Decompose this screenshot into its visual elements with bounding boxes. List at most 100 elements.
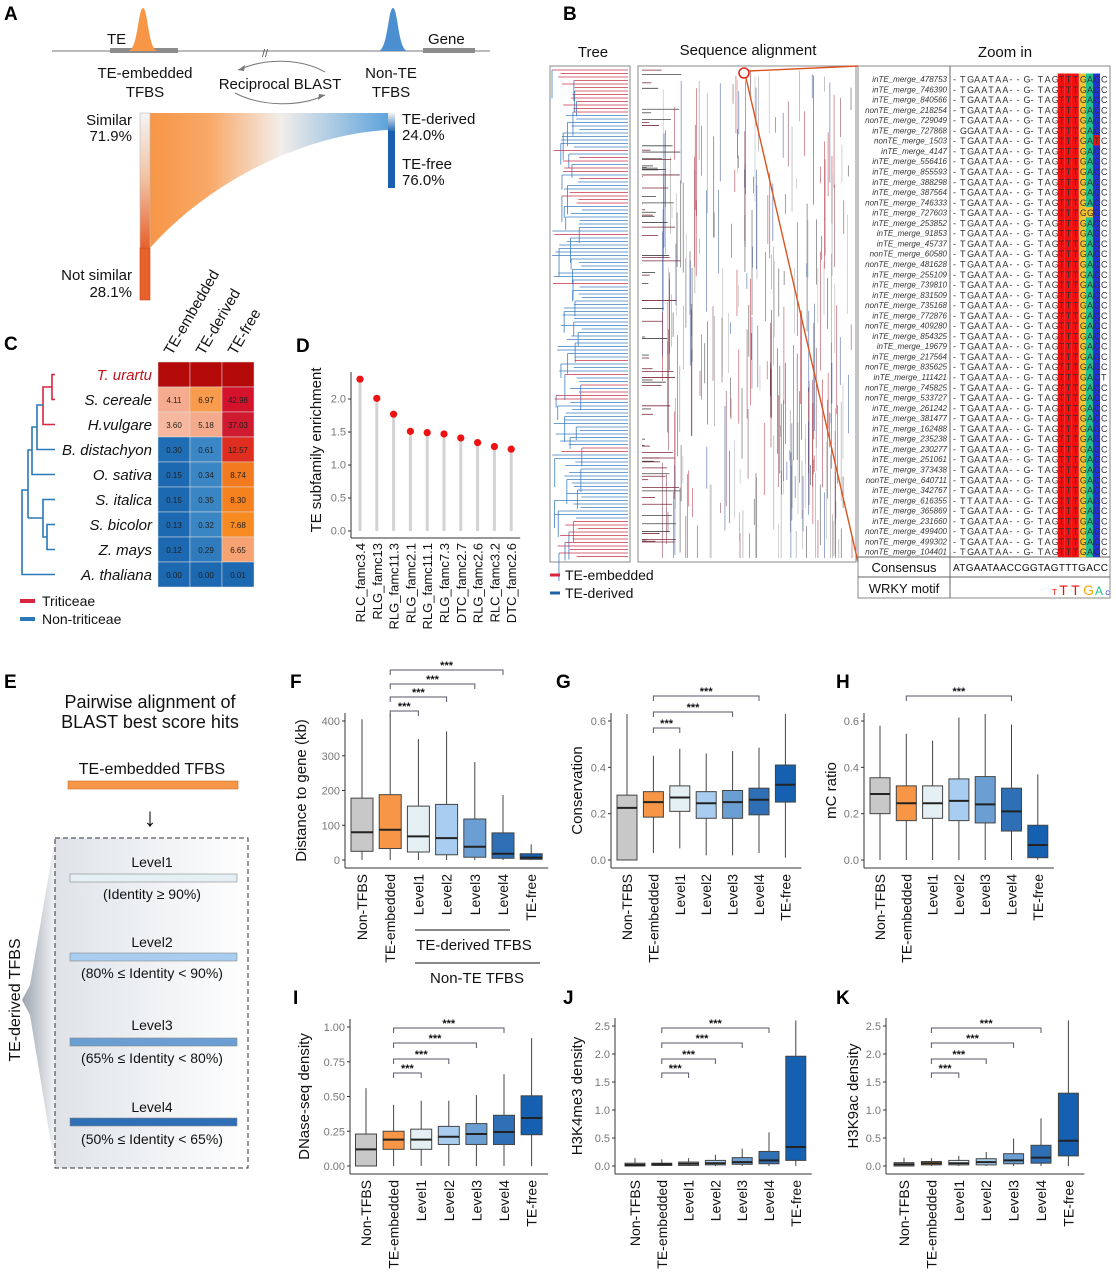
- base: C: [1094, 455, 1101, 465]
- base: C: [1094, 290, 1101, 300]
- alignment-row: inTE_merge_365869- T G A A T A A - - G - T A C T T T G A C C: [872, 505, 1108, 516]
- panel-letter-g: G: [556, 672, 571, 693]
- base: T: [1059, 198, 1065, 208]
- base: -: [1009, 126, 1012, 136]
- base: G: [1024, 506, 1031, 516]
- base-highlight: [1057, 320, 1065, 332]
- base: -: [1009, 239, 1012, 249]
- box-level4: [1001, 724, 1022, 860]
- base: C: [1101, 455, 1108, 465]
- similarity-flow: [150, 113, 388, 248]
- base-highlight: [1071, 535, 1079, 547]
- base: C: [1052, 506, 1059, 516]
- sequence-name: inTE_merge_855593: [872, 167, 947, 176]
- base-highlight: [1093, 320, 1101, 332]
- base: -: [953, 444, 956, 454]
- base: -: [1016, 280, 1019, 290]
- level-bar: [69, 1117, 238, 1127]
- base: A: [1087, 414, 1093, 424]
- x-tick-label: Level2: [951, 874, 967, 915]
- base-highlight: [1064, 494, 1072, 506]
- x-tick-label: TE-free: [1030, 874, 1046, 921]
- base: A: [974, 414, 980, 424]
- base-highlight: [1093, 474, 1101, 486]
- base: G: [1080, 259, 1087, 269]
- box-level1: [406, 739, 430, 860]
- base-highlight: [1078, 83, 1086, 95]
- base-highlight: [1071, 371, 1079, 383]
- base: T: [1066, 496, 1072, 506]
- base: -: [953, 105, 956, 115]
- y-tick-label: 0.2: [844, 809, 859, 821]
- base-highlight: [1085, 535, 1093, 547]
- base: T: [960, 444, 966, 454]
- box-level4: [493, 1074, 515, 1166]
- te-derived-percent: 24.0%: [402, 127, 445, 144]
- lollipop-point: [490, 442, 498, 451]
- base: T: [1066, 229, 1072, 239]
- x-tick-label: Level4: [1033, 1180, 1049, 1221]
- base: T: [1038, 486, 1044, 496]
- base-highlight: [1085, 330, 1093, 342]
- x-tick-label: RLG_famc2.1: [403, 543, 418, 623]
- base: C: [1094, 383, 1101, 393]
- base-highlight: [1093, 309, 1101, 321]
- base-highlight: [1071, 155, 1079, 167]
- box: [435, 803, 459, 856]
- base-highlight: [1057, 371, 1065, 383]
- te-derived-bar: [388, 113, 395, 131]
- base-highlight: [1078, 371, 1086, 383]
- base: -: [1031, 383, 1034, 393]
- te-embedded-tfbs-label: TE-embedded: [97, 65, 192, 82]
- base-highlight: [1093, 237, 1101, 249]
- zoom-alignment-rows: inTE_merge_478753- T G A A T A A - - G - T A G T T T G A C Ci…: [865, 73, 1108, 557]
- base: C: [1101, 516, 1108, 526]
- base: G: [1080, 157, 1087, 167]
- base: A: [974, 249, 980, 259]
- base: A: [1087, 321, 1093, 331]
- base: T: [1073, 506, 1079, 516]
- base: -: [1009, 301, 1012, 311]
- base-highlight: [1064, 176, 1072, 188]
- base: T: [1073, 331, 1079, 341]
- base: A: [981, 331, 987, 341]
- base-highlight: [1071, 124, 1079, 136]
- base: -: [1009, 290, 1012, 300]
- base: -: [1009, 352, 1012, 362]
- base-highlight: [1085, 453, 1093, 465]
- base: C: [1101, 167, 1108, 177]
- base: G: [967, 321, 974, 331]
- base: A: [995, 301, 1001, 311]
- base: G: [1024, 239, 1031, 249]
- base-highlight: [1078, 350, 1086, 362]
- base: A: [1002, 259, 1008, 269]
- base: G: [1052, 434, 1059, 444]
- base: A: [995, 321, 1001, 331]
- base-highlight: [1085, 299, 1093, 311]
- base: A: [995, 496, 1001, 506]
- base: C: [1094, 403, 1101, 413]
- motif-letter: T: [1052, 588, 1057, 597]
- sequence-name: inTE_merge_91853: [877, 229, 948, 238]
- x-tick-label: RLC_famc3.2: [487, 543, 502, 622]
- significance-bracket: [389, 683, 476, 689]
- base: T: [960, 301, 966, 311]
- base: A: [974, 547, 980, 557]
- sequence-name: inTE_merge_217564: [872, 352, 947, 361]
- base-highlight: [1093, 135, 1101, 147]
- base: T: [1038, 506, 1044, 516]
- base-highlight: [1078, 505, 1086, 516]
- base: C: [1101, 403, 1108, 413]
- brace-shape: [22, 838, 55, 1168]
- base-highlight: [1071, 433, 1079, 445]
- base: -: [1009, 516, 1012, 526]
- base: A: [1002, 362, 1008, 372]
- base: C: [1094, 105, 1101, 115]
- base: A: [995, 249, 1001, 259]
- base: -: [1009, 311, 1012, 321]
- base-highlight: [1071, 474, 1079, 486]
- base: T: [1066, 444, 1072, 454]
- base: G: [1052, 249, 1059, 259]
- heatmap-row-label: O. sativa: [93, 467, 152, 484]
